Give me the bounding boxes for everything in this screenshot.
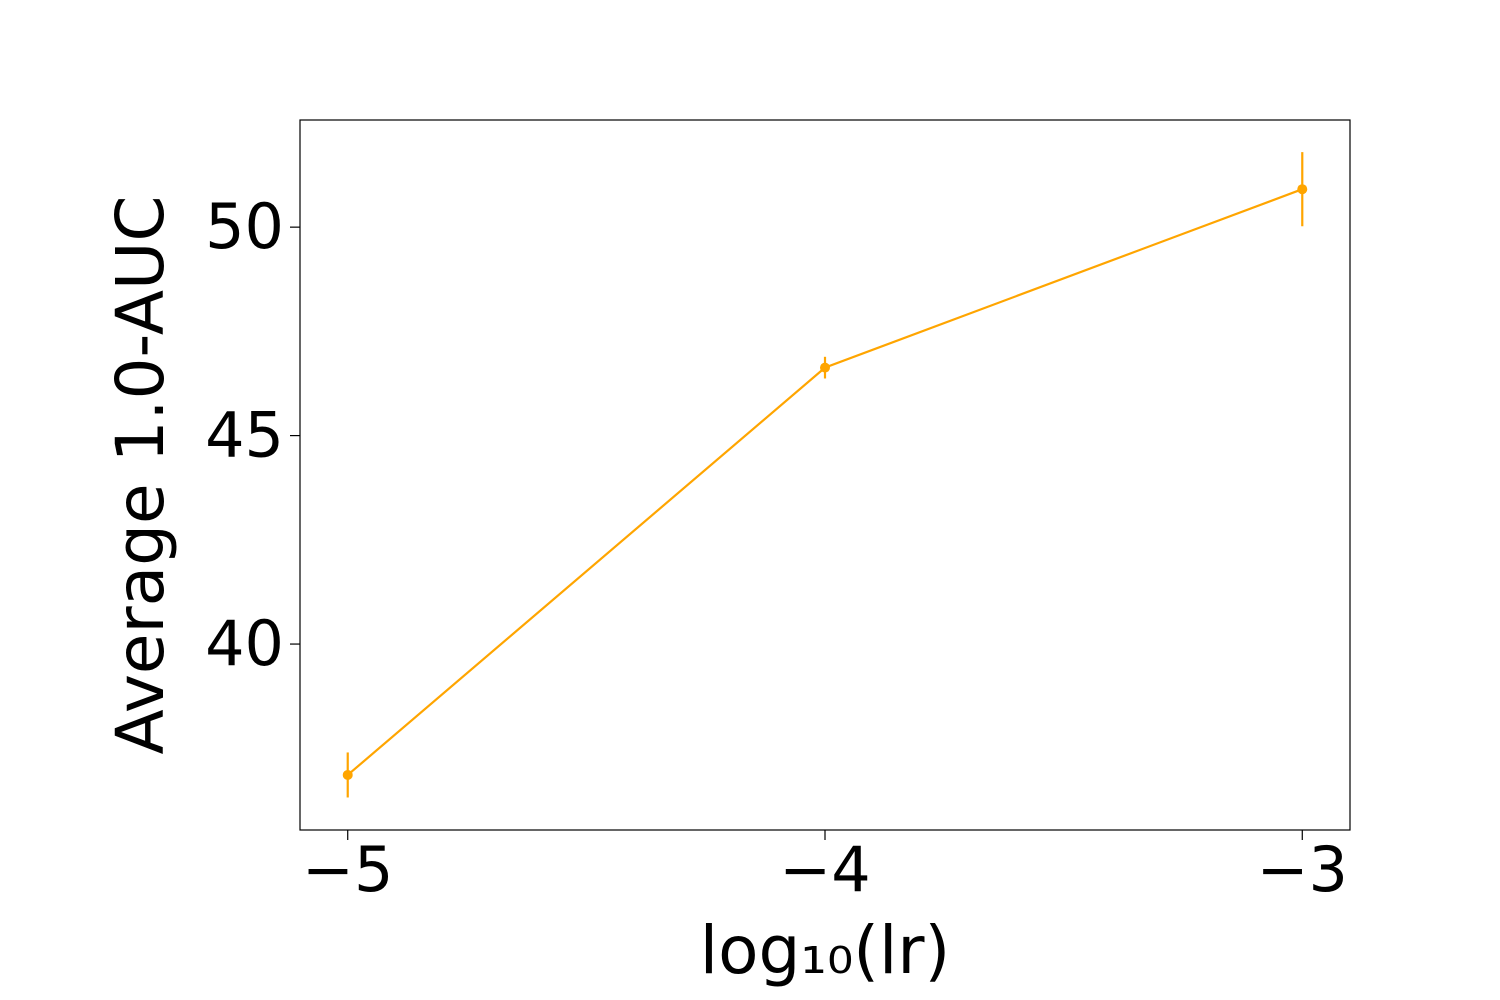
x-tick-label: −5: [302, 833, 393, 906]
data-point: [820, 362, 830, 373]
y-axis-label: Average 1.0-AUC: [102, 196, 179, 755]
y-tick-label: 40: [205, 607, 284, 680]
x-tick-label: −4: [779, 833, 870, 906]
y-tick-label: 45: [205, 399, 284, 472]
data-point: [1297, 184, 1308, 195]
data-line: [347, 188, 1303, 776]
x-tick-label: −3: [1257, 833, 1348, 906]
x-axis-label: log₁₀(lr): [700, 912, 951, 989]
plot-frame: [299, 119, 1351, 831]
data-point: [342, 769, 353, 780]
y-tick-label: 50: [205, 190, 284, 263]
